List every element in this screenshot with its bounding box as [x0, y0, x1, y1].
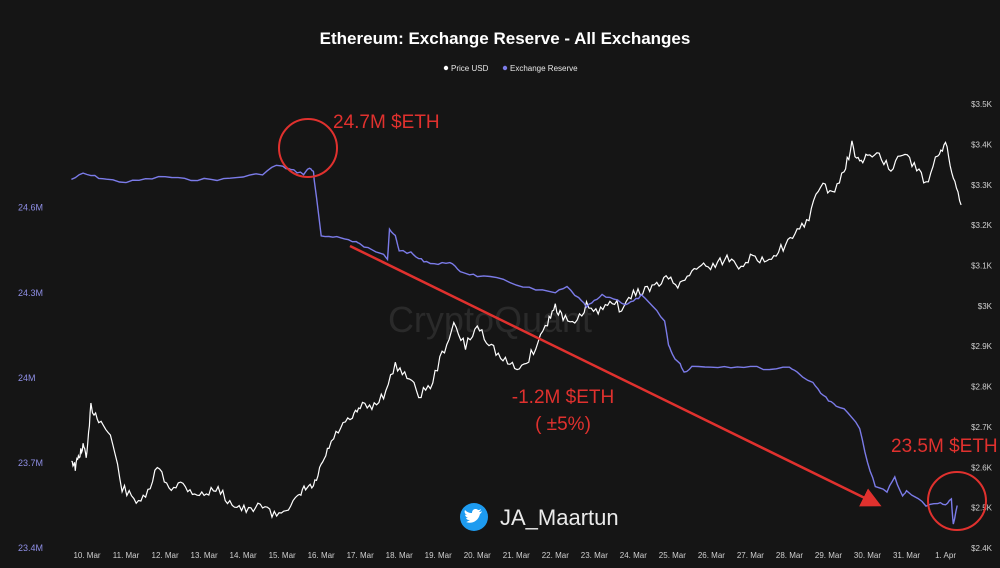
- annotation-circle-top: [278, 118, 338, 178]
- right-axis-tick-label: $3.3K: [971, 181, 993, 190]
- x-axis-tick-label: 17. Mar: [347, 551, 374, 560]
- annotation-middle-label: -1.2M $ETH: [512, 387, 614, 408]
- legend: Price USD Exchange Reserve: [443, 64, 578, 73]
- x-axis-tick-label: 23. Mar: [581, 551, 608, 560]
- right-axis-tick-label: $3.5K: [971, 100, 993, 109]
- annotation-middle-sublabel: ( ±5%): [535, 414, 591, 435]
- legend-reserve-swatch: [502, 65, 508, 71]
- twitter-bird-glyph: [464, 509, 482, 523]
- twitter-handle: JA_Maartun: [460, 503, 619, 531]
- series-line-price: [71, 140, 962, 519]
- right-axis-tick-label: $2.6K: [971, 463, 993, 472]
- x-axis-tick-label: 26. Mar: [698, 551, 725, 560]
- x-axis-tick-label: 28. Mar: [776, 551, 803, 560]
- twitter-handle-label: JA_Maartun: [500, 505, 619, 530]
- x-axis-tick-label: 21. Mar: [503, 551, 530, 560]
- x-axis-tick-label: 24. Mar: [620, 551, 647, 560]
- x-axis-tick-label: 11. Mar: [113, 551, 140, 560]
- right-axis-tick-label: $3.1K: [971, 261, 993, 270]
- left-axis-tick-label: 24.3M: [18, 288, 43, 298]
- right-axis-tick-label: $3.4K: [971, 140, 993, 149]
- left-axis-tick-label: 23.4M: [18, 543, 43, 553]
- watermark: CryptoQuant: [388, 299, 592, 340]
- annotation-right-label: 23.5M $ETH: [891, 436, 998, 457]
- x-axis-tick-label: 19. Mar: [425, 551, 452, 560]
- x-axis-tick-label: 12. Mar: [152, 551, 179, 560]
- x-axis-tick-label: 20. Mar: [464, 551, 491, 560]
- right-axis-tick-label: $2.5K: [971, 504, 993, 513]
- left-axis-tick-label: 23.7M: [18, 458, 43, 468]
- x-axis-tick-label: 18. Mar: [386, 551, 413, 560]
- left-axis: 23.4M 23.7M 24M 24.3M 24.6M: [18, 203, 43, 553]
- annotations: 24.7M $ETH -1.2M $ETH ( ±5%) 23.5M $ETH: [278, 112, 998, 531]
- legend-price-swatch: [443, 65, 449, 71]
- x-axis: 10. Mar 11. Mar 12. Mar 13. Mar 14. Mar 15. M…: [73, 551, 956, 560]
- annotation-top-label: 24.7M $ETH: [333, 112, 440, 133]
- legend-reserve-label[interactable]: Exchange Reserve: [510, 64, 578, 73]
- right-axis-tick-label: $2.8K: [971, 383, 993, 392]
- x-axis-tick-label: 30. Mar: [854, 551, 881, 560]
- x-axis-tick-label: 10. Mar: [73, 551, 100, 560]
- x-axis-tick-label: 14. Mar: [230, 551, 257, 560]
- x-axis-tick-label: 15. Mar: [269, 551, 296, 560]
- x-axis-tick-label: 27. Mar: [737, 551, 764, 560]
- right-axis-tick-label: $3.2K: [971, 221, 993, 230]
- x-axis-tick-label: 31. Mar: [893, 551, 920, 560]
- right-axis: $2.4K $2.5K $2.6K $2.7K $2.8K $2.9K $3K $3.1K $3…: [971, 100, 993, 553]
- chart-title: Ethereum: Exchange Reserve - All Exchang…: [320, 29, 691, 48]
- left-axis-tick-label: 24M: [18, 373, 36, 383]
- left-axis-tick-label: 24.6M: [18, 203, 43, 213]
- x-axis-tick-label: 25. Mar: [659, 551, 686, 560]
- x-axis-tick-label: 13. Mar: [191, 551, 218, 560]
- right-axis-tick-label: $2.9K: [971, 342, 993, 351]
- x-axis-tick-label: 16. Mar: [308, 551, 335, 560]
- series-line-exchange-reserve: [71, 164, 958, 525]
- right-axis-tick-label: $2.4K: [971, 544, 993, 553]
- annotation-trend-arrow: [349, 244, 882, 507]
- x-axis-tick-label: 29. Mar: [815, 551, 842, 560]
- right-axis-tick-label: $2.7K: [971, 423, 993, 432]
- legend-price-label[interactable]: Price USD: [451, 64, 489, 73]
- x-axis-tick-label: 22. Mar: [542, 551, 569, 560]
- x-axis-tick-label: 1. Apr: [935, 551, 956, 560]
- annotation-circle-right: [927, 471, 987, 531]
- right-axis-tick-label: $3K: [978, 302, 993, 311]
